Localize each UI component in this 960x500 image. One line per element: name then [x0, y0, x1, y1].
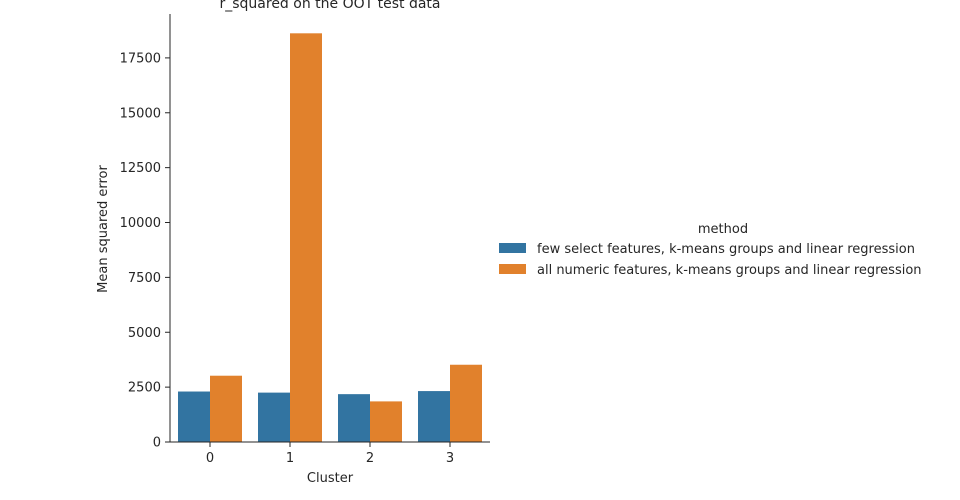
chart-title: r_squared on the OOT test data — [219, 0, 440, 12]
bar-series-1-cluster-3 — [450, 364, 482, 442]
x-tick-label: 2 — [366, 451, 374, 466]
legend-label: all numeric features, k-means groups and… — [537, 263, 922, 278]
x-axis-label: Cluster — [307, 471, 354, 486]
x-tick-label: 0 — [206, 451, 214, 466]
y-axis-label: Mean squared error — [96, 165, 111, 293]
y-tick-label: 15000 — [120, 106, 161, 121]
y-tick-label: 17500 — [120, 51, 161, 66]
x-tick-label: 3 — [446, 451, 454, 466]
bar-series-1-cluster-1 — [290, 33, 322, 442]
legend-title: method — [698, 222, 748, 237]
y-tick-label: 7500 — [128, 271, 161, 286]
x-tick-label: 1 — [286, 451, 294, 466]
bar-series-0-cluster-1 — [258, 392, 290, 442]
legend: method few select features, k-means grou… — [499, 222, 922, 278]
legend-swatch — [499, 243, 526, 253]
y-tick-label: 10000 — [120, 216, 161, 231]
y-tick-label: 2500 — [128, 381, 161, 396]
bar-series-1-cluster-0 — [210, 375, 242, 442]
y-tick-label: 5000 — [128, 326, 161, 341]
bar-series-0-cluster-2 — [338, 394, 370, 442]
y-tick-label: 0 — [153, 436, 161, 451]
legend-swatch — [499, 264, 526, 274]
bar-series-1-cluster-2 — [370, 401, 402, 442]
bar-series-0-cluster-0 — [178, 391, 210, 442]
bars — [178, 33, 482, 442]
bar-series-0-cluster-3 — [418, 391, 450, 442]
y-tick-label: 12500 — [120, 161, 161, 176]
y-axis: 0 2500 5000 7500 10000 12500 15000 17500 — [120, 14, 171, 451]
x-axis: 0 1 2 3 — [170, 441, 490, 466]
legend-label: few select features, k-means groups and … — [537, 242, 915, 257]
